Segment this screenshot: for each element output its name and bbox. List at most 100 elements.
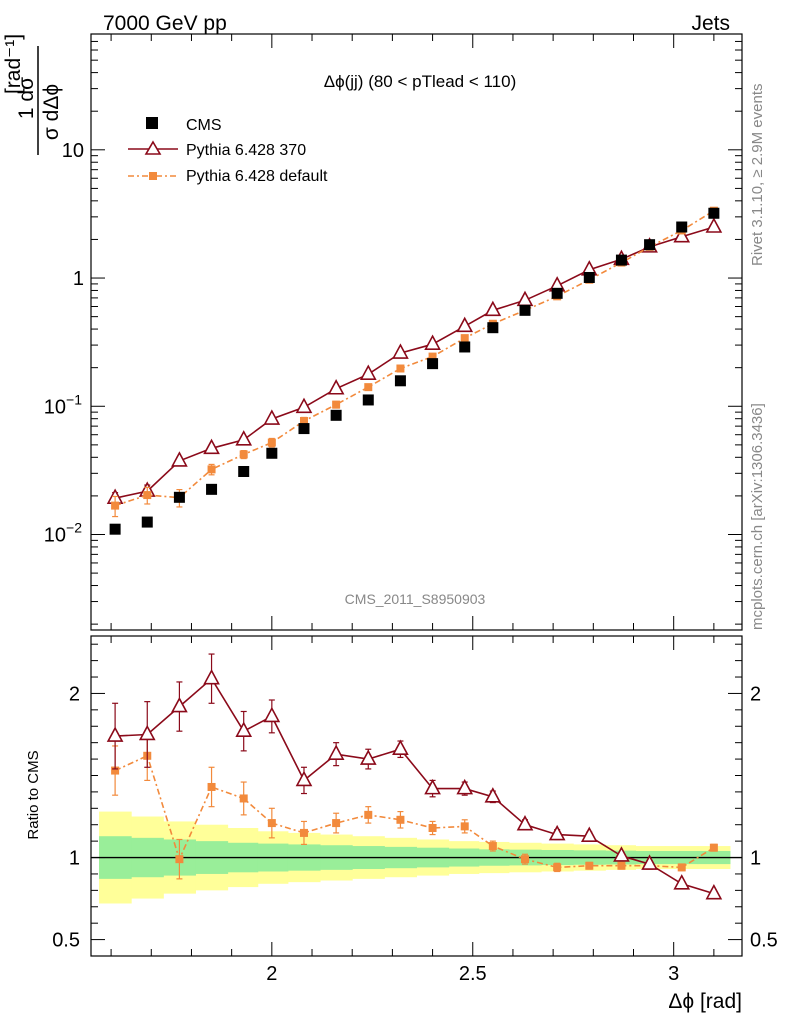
legend-label-pdef: Pythia 6.428 default — [186, 168, 328, 185]
legend-label-p370: Pythia 6.428 370 — [186, 142, 306, 159]
main-point-cms — [298, 423, 310, 435]
process-label: Jets — [691, 12, 730, 35]
ratio-y-tick-label: 2 — [69, 683, 80, 705]
ratio-y-tick-label-right: 0.5 — [750, 930, 778, 952]
main-point-cms — [141, 516, 153, 528]
main-point-pdef — [428, 352, 437, 361]
main-panel — [106, 206, 723, 535]
main-point-cms — [173, 491, 185, 503]
plot-title: Δϕ(jj) (80 < pTlead < 110) — [324, 72, 517, 91]
y-label-unit: [rad⁻¹] — [2, 34, 25, 94]
ratio-point-p370 — [424, 778, 441, 795]
main-point-p370 — [171, 451, 188, 467]
ratio-y-tick-label-right: 2 — [750, 683, 761, 705]
main-point-pdef — [460, 334, 469, 343]
main-point-pdef — [299, 416, 308, 425]
ratio-point-p370 — [106, 726, 124, 742]
main-point-p370 — [424, 334, 441, 350]
main-point-cms — [583, 271, 595, 283]
main-axes: 10−2 10−1 1 10 — [44, 33, 743, 631]
main-point-cms — [615, 254, 627, 266]
ratio-point-p370 — [295, 770, 313, 787]
ratio-point-pdef — [709, 843, 718, 852]
main-point-cms — [238, 465, 250, 477]
ratio-point-pdef — [364, 810, 373, 819]
ratio-point-p370 — [580, 826, 598, 843]
ratio-point-p370 — [484, 787, 502, 803]
ratio-point-p370 — [203, 668, 220, 685]
main-frame — [90, 33, 743, 631]
legend-marker-pdef — [149, 172, 157, 180]
main-point-p370 — [295, 397, 313, 414]
main-point-p370 — [327, 379, 345, 395]
ratio-point-p370 — [516, 815, 534, 831]
legend-marker-p370 — [144, 140, 162, 155]
y-label-denominator: σ dΔϕ — [40, 84, 63, 140]
x-tick-label: 3 — [668, 963, 679, 985]
ratio-point-pdef — [239, 794, 248, 803]
ratio-line-pdef — [114, 754, 715, 869]
main-point-pdef — [332, 400, 341, 409]
ratio-frame — [90, 635, 743, 957]
ratio-point-p370 — [705, 883, 723, 900]
ratio-point-pdef — [428, 824, 437, 832]
ratio-point-p370 — [138, 724, 156, 741]
main-point-cms — [330, 409, 342, 421]
main-point-pdef — [396, 364, 405, 373]
main-point-cms — [427, 358, 439, 370]
main-point-cms — [519, 304, 531, 316]
main-point-cms — [394, 375, 406, 387]
ratio-point-pdef — [521, 855, 529, 864]
main-point-p370 — [456, 316, 474, 333]
ratio-point-pdef — [617, 861, 626, 870]
ratio-axes: 0.5 0.5 1 1 2 2 2 2.5 3 — [52, 635, 778, 985]
ratio-point-pdef — [396, 815, 405, 824]
ratio-panel — [91, 653, 742, 904]
main-point-pdef — [239, 450, 248, 459]
main-point-cms — [708, 207, 720, 219]
main-point-p370 — [359, 364, 377, 380]
main-point-pdef — [143, 491, 152, 500]
ratio-point-p370 — [548, 824, 566, 841]
main-point-cms — [109, 523, 121, 535]
collision-label: 7000 GeV pp — [103, 12, 227, 35]
ratio-point-p370 — [392, 739, 409, 756]
ratio-point-p370 — [263, 706, 281, 723]
x-tick-label: 2 — [266, 963, 277, 985]
ratio-y-tick-label: 1 — [69, 848, 80, 870]
ratio-point-p370 — [171, 696, 188, 713]
main-point-cms — [266, 447, 278, 459]
ratio-y-tick-label-right: 1 — [750, 848, 761, 870]
main-point-pdef — [207, 465, 216, 474]
ratio-line-p370 — [115, 677, 715, 895]
main-point-p370 — [203, 438, 220, 455]
main-point-pdef — [111, 501, 120, 510]
ratio-point-pdef — [488, 842, 497, 851]
ratio-point-pdef — [553, 863, 562, 872]
ratio-point-pdef — [207, 782, 216, 791]
ratio-point-pdef — [267, 819, 276, 828]
main-y-tick-label: 10 — [62, 140, 84, 162]
main-point-p370 — [484, 300, 502, 317]
ratio-point-p370 — [456, 778, 474, 795]
ratio-point-pdef — [460, 822, 469, 831]
ratio-point-pdef — [332, 819, 341, 828]
ratio-point-p370 — [673, 874, 691, 890]
main-point-p370 — [673, 227, 691, 243]
analysis-id: CMS_2011_S8950903 — [345, 591, 486, 607]
ratio-point-p370 — [613, 846, 630, 862]
ratio-point-pdef — [175, 855, 184, 864]
ratio-point-p370 — [235, 721, 253, 737]
main-point-cms — [487, 322, 499, 334]
ratio-point-p370 — [327, 744, 345, 760]
main-y-tick-label: 1 — [73, 268, 84, 290]
rivet-label: Rivet 3.1.10, ≥ 2.9M events — [749, 84, 766, 267]
ratio-point-pdef — [111, 766, 120, 775]
main-point-cms — [459, 341, 471, 353]
main-point-cms — [206, 483, 218, 495]
ratio-point-pdef — [585, 861, 594, 870]
ratio-y-tick-label: 0.5 — [52, 930, 80, 952]
main-y-axis-label: 1 dσ σ dΔϕ [rad⁻¹] — [2, 34, 63, 155]
legend: CMS Pythia 6.428 370 Pythia 6.428 defaul… — [128, 117, 328, 185]
